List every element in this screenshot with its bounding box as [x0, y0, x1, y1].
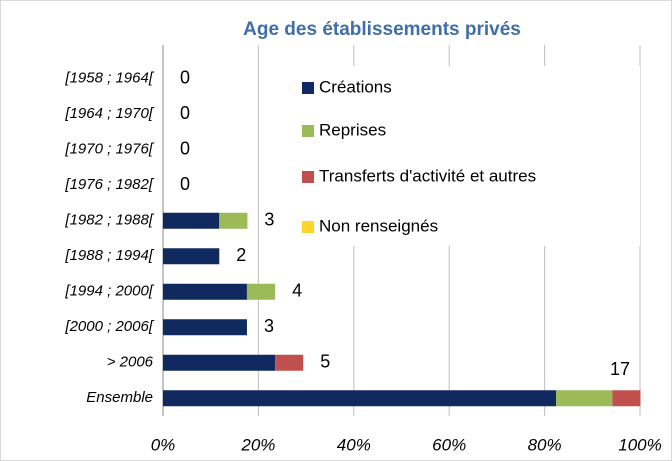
y-tick-label: Ensemble: [86, 389, 153, 406]
bar-segment: [612, 390, 641, 407]
count-label: 0: [180, 139, 190, 159]
legend-label: Transferts d'activité et autres: [319, 166, 536, 185]
bar-segment: [219, 212, 248, 229]
legend-label: Reprises: [319, 120, 386, 139]
y-tick-label: > 2006: [107, 354, 154, 371]
bar-segment: [163, 354, 276, 371]
count-label: 2: [236, 245, 246, 265]
legend-label: Créations: [319, 77, 392, 96]
y-tick-label: [1970 ; 1976[: [64, 141, 154, 158]
y-tick-label: [2000 ; 2006[: [64, 318, 154, 335]
count-label: 3: [264, 316, 274, 336]
count-label: 0: [180, 103, 190, 123]
y-tick-label: [1964 ; 1970[: [64, 105, 154, 122]
y-tick-label: [1982 ; 1988[: [64, 212, 154, 229]
count-label: 17: [610, 359, 630, 379]
x-tick-label: 80%: [528, 435, 562, 454]
x-tick-label: 40%: [337, 435, 371, 454]
bar-segment: [163, 390, 557, 407]
bar-segment: [163, 283, 247, 300]
y-tick-label: [1988 ; 1994[: [64, 247, 154, 264]
legend-swatch: [302, 82, 314, 94]
legend-box: [295, 66, 640, 246]
count-label: 0: [180, 68, 190, 88]
bar-segment: [163, 319, 247, 336]
chart-title: Age des établissements privés: [243, 19, 521, 40]
count-label: 4: [292, 281, 302, 301]
bar-segment: [163, 248, 220, 265]
bar-segment: [275, 354, 304, 371]
bar-segment: [163, 212, 220, 229]
bar-segment: [246, 283, 276, 300]
count-label: 5: [320, 352, 330, 372]
y-tick-label: [1958 ; 1964[: [64, 70, 154, 87]
y-tick-label: [1994 ; 2000[: [64, 283, 154, 300]
y-tick-label: [1976 ; 1982[: [64, 176, 154, 193]
x-tick-label: 0%: [151, 435, 176, 454]
count-label: 3: [264, 210, 274, 230]
legend-label: Non renseignés: [319, 216, 438, 235]
legend-swatch: [302, 125, 314, 137]
x-tick-label: 100%: [618, 435, 661, 454]
bar-segment: [556, 390, 613, 407]
x-tick-label: 20%: [240, 435, 275, 454]
x-tick-label: 60%: [432, 435, 466, 454]
legend-swatch: [302, 221, 314, 233]
legend-swatch: [302, 171, 314, 183]
count-label: 0: [180, 174, 190, 194]
